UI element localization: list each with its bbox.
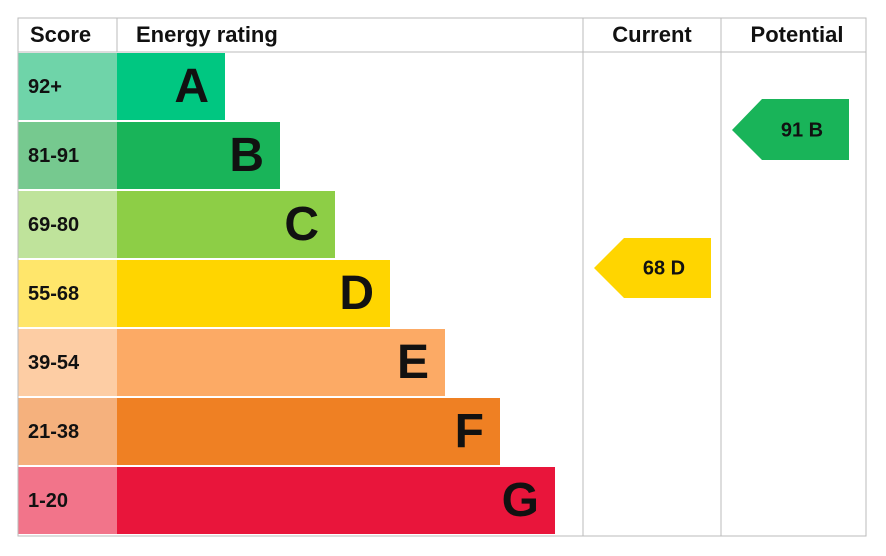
rating-bar <box>117 191 335 258</box>
score-label: 39-54 <box>28 352 80 374</box>
score-cell <box>18 191 117 258</box>
potential-label: 91 B <box>781 119 823 141</box>
score-label: 92+ <box>28 76 62 98</box>
score-cell <box>18 122 117 189</box>
rating-bar <box>117 398 500 465</box>
header-energy: Energy rating <box>136 22 278 47</box>
score-cell <box>18 260 117 327</box>
score-label: 21-38 <box>28 421 79 443</box>
rating-bar <box>117 53 225 120</box>
current-arrow <box>594 238 711 298</box>
score-label: 81-91 <box>28 145 79 167</box>
rating-bar <box>117 329 445 396</box>
rating-letter: C <box>284 198 319 251</box>
score-cell <box>18 398 117 465</box>
rating-letter: A <box>174 60 209 113</box>
rating-letter: E <box>397 336 429 389</box>
rating-letter: G <box>502 474 539 527</box>
score-cell <box>18 329 117 396</box>
score-label: 69-80 <box>28 214 79 236</box>
score-cell <box>18 467 117 534</box>
rating-letter: F <box>455 405 484 458</box>
score-cell <box>18 53 117 120</box>
rating-bar <box>117 467 555 534</box>
rating-bar <box>117 122 280 189</box>
rating-letter: D <box>339 267 374 320</box>
header-potential: Potential <box>751 22 844 47</box>
header-current: Current <box>612 22 692 47</box>
score-label: 55-68 <box>28 283 79 305</box>
header-score: Score <box>30 22 91 47</box>
current-label: 68 D <box>643 257 685 279</box>
potential-arrow <box>732 99 849 160</box>
rating-letter: B <box>229 129 264 182</box>
rating-bar <box>117 260 390 327</box>
score-label: 1-20 <box>28 490 68 512</box>
